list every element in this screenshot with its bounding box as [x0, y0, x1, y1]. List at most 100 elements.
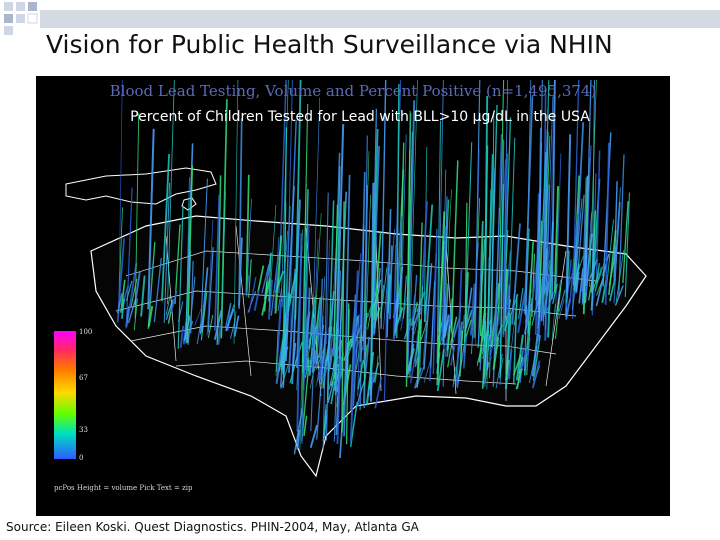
volume-spike — [183, 317, 191, 342]
volume-spike — [120, 298, 126, 319]
volume-spike — [573, 198, 583, 290]
volume-spike — [551, 303, 556, 341]
volume-spike — [526, 339, 531, 370]
volume-spike — [608, 230, 617, 296]
legend-tick-100: 100 — [79, 328, 93, 336]
volume-spike — [489, 168, 496, 378]
map-overlay-title: Percent of Children Tested for Lead with… — [130, 109, 590, 125]
volume-spike — [475, 148, 480, 347]
volume-spike — [148, 263, 153, 321]
volume-spike — [511, 223, 521, 325]
volume-spike — [322, 192, 329, 451]
volume-spike — [478, 306, 486, 363]
volume-spike — [294, 79, 302, 320]
volume-spike — [396, 83, 400, 339]
volume-spike — [310, 307, 317, 432]
volume-spike — [409, 79, 418, 326]
volume-spike — [555, 284, 562, 340]
volume-spike — [582, 245, 587, 303]
volume-spike — [140, 275, 146, 317]
volume-spike — [531, 333, 539, 377]
volume-spike — [217, 324, 222, 345]
volume-spike — [558, 298, 565, 320]
volume-spike — [277, 289, 282, 312]
volume-spike — [274, 236, 280, 309]
volume-spike — [281, 230, 288, 308]
slide-title: Vision for Public Health Surveillance vi… — [46, 30, 613, 59]
volume-spike — [414, 346, 422, 368]
volume-spike — [327, 381, 335, 404]
volume-spike — [127, 262, 138, 314]
volume-spike — [604, 142, 610, 305]
volume-spike — [416, 222, 423, 379]
lead-testing-map-figure: Blood Lead Testing, Volume and Percent P… — [36, 76, 670, 516]
volume-spike — [595, 150, 601, 281]
volume-spike — [245, 174, 250, 293]
volume-spike — [301, 359, 310, 442]
volume-spike — [221, 191, 226, 325]
volume-spike — [327, 200, 335, 401]
legend-caption: pcPos Height = volume Pick Text = zip — [54, 484, 193, 492]
volume-spike — [598, 258, 607, 280]
volume-spike — [436, 349, 445, 392]
volume-spike — [309, 424, 319, 449]
volume-spike — [380, 79, 387, 329]
volume-spike — [352, 314, 360, 406]
volume-spike — [190, 261, 194, 334]
volume-spike — [268, 253, 272, 302]
volume-spike — [484, 336, 489, 387]
volume-spike — [267, 279, 273, 320]
volume-spike — [311, 97, 321, 361]
volume-spike — [359, 171, 366, 362]
volume-spike — [624, 192, 631, 298]
volume-spike — [469, 283, 476, 336]
volume-spike — [319, 325, 325, 347]
volume-spike — [383, 263, 389, 402]
volume-spike — [402, 275, 407, 319]
volume-spike — [120, 279, 126, 313]
volume-spike — [463, 336, 468, 364]
volume-spike — [527, 241, 534, 334]
volume-spike — [253, 290, 260, 311]
volume-spike — [374, 268, 381, 329]
volume-spike — [387, 274, 391, 314]
volume-spike — [492, 337, 500, 371]
volume-spike — [261, 278, 271, 316]
volume-spike — [363, 194, 371, 404]
volume-spike — [238, 118, 243, 309]
volume-spike — [400, 134, 407, 322]
volume-spike — [275, 330, 279, 376]
volume-spike — [207, 314, 214, 339]
volume-spike — [306, 319, 316, 347]
volume-spike — [359, 224, 365, 411]
volume-spike — [274, 235, 283, 314]
volume-spike — [441, 226, 447, 342]
volume-spike — [555, 279, 561, 318]
volume-spike — [177, 205, 184, 349]
volume-spike — [523, 96, 534, 314]
volume-spike — [504, 359, 510, 381]
volume-spike — [464, 287, 473, 335]
volume-spike — [134, 113, 140, 319]
volume-spike — [357, 246, 364, 397]
volume-spike — [153, 257, 162, 323]
volume-spike — [374, 376, 383, 409]
volume-spike — [585, 158, 591, 293]
corner-squares-decoration — [4, 2, 38, 35]
volume-spike — [207, 247, 214, 333]
volume-spike — [161, 154, 170, 302]
volume-spike — [463, 142, 473, 369]
volume-spike — [177, 301, 184, 322]
volume-spike — [450, 316, 458, 344]
volume-spike — [118, 79, 123, 311]
volume-spike — [301, 224, 310, 444]
volume-spike — [329, 247, 337, 368]
volume-spike — [147, 305, 154, 327]
volume-spike — [333, 204, 338, 349]
volume-spike — [582, 175, 589, 315]
volume-spike — [163, 182, 171, 323]
volume-spike — [512, 294, 518, 385]
volume-spike — [343, 174, 351, 437]
volume-spike — [516, 356, 524, 390]
volume-spike — [524, 305, 528, 372]
